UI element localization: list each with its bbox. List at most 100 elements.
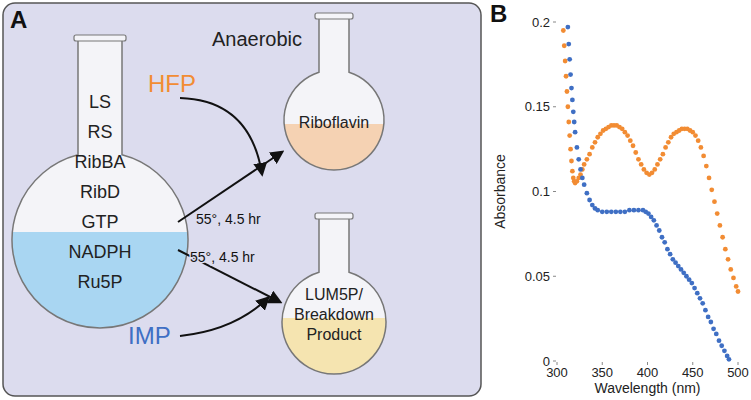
data-point (728, 267, 733, 272)
condition-label: Anaerobic (212, 28, 302, 50)
data-point (715, 211, 720, 216)
data-point (590, 145, 595, 150)
data-point (701, 154, 706, 159)
data-point (584, 157, 589, 162)
x-axis-title: Wavelength (nm) (594, 380, 700, 396)
data-point (567, 57, 572, 62)
flask-liquid (12, 232, 188, 400)
data-point (593, 140, 598, 145)
data-point (693, 133, 698, 138)
data-point (595, 208, 600, 213)
input-arrow (180, 298, 268, 336)
data-point (575, 145, 580, 150)
data-point (639, 162, 644, 167)
data-point (692, 286, 697, 291)
data-point (562, 43, 567, 48)
reagent-label: RibD (80, 182, 120, 202)
data-point (636, 157, 641, 162)
data-point (618, 209, 623, 214)
reagent-label: RibBA (74, 152, 125, 172)
data-point (600, 209, 605, 214)
x-tick-label: 400 (637, 365, 659, 380)
data-point (655, 162, 660, 167)
data-point (622, 209, 627, 214)
data-point (660, 235, 665, 240)
product-flask-bottom (282, 213, 386, 400)
data-point (563, 59, 568, 64)
data-point (662, 240, 667, 245)
data-point (571, 109, 576, 114)
data-point (604, 209, 609, 214)
flask-neck (319, 18, 349, 74)
data-point (665, 247, 670, 252)
reagent-label: RS (87, 122, 112, 142)
plot-area (561, 25, 740, 362)
data-point (570, 169, 575, 174)
data-point (625, 133, 630, 138)
data-point (587, 198, 592, 203)
data-point (717, 338, 722, 343)
data-point (719, 343, 724, 348)
y-tick (553, 22, 556, 23)
panel-label: A (10, 6, 27, 33)
y-tick (553, 106, 556, 107)
data-point (723, 247, 728, 252)
x-tick-label: 450 (682, 365, 704, 380)
series (561, 28, 740, 294)
y-tick-label: 0 (543, 354, 550, 369)
data-point (736, 289, 741, 294)
data-point (572, 120, 577, 125)
axes: 30035040045050000.050.10.150.2 (525, 15, 749, 381)
data-point (698, 145, 703, 150)
panel-label: B (490, 0, 507, 27)
data-point (652, 167, 657, 172)
data-point (712, 199, 717, 204)
data-point (714, 331, 719, 336)
data-point (633, 150, 638, 155)
panel-a-background (3, 3, 481, 396)
product-label: Product (306, 326, 362, 343)
x-tick-label: 350 (591, 365, 613, 380)
x-tick-label: 500 (727, 365, 749, 380)
input-arrow (180, 98, 262, 174)
data-point (711, 326, 716, 331)
data-point (654, 223, 659, 228)
data-point (663, 145, 668, 150)
reaction-condition: 55°, 4.5 hr (196, 211, 261, 227)
y-tick-label: 0.15 (525, 99, 550, 114)
data-point (569, 159, 574, 164)
data-point (576, 157, 581, 162)
data-point (706, 315, 711, 320)
data-point (561, 28, 566, 33)
data-point (566, 120, 571, 125)
figure: AAnaerobicLSRSRibBARibDGTPNADPHRu5PRibof… (0, 0, 751, 400)
reaction-condition: 55°, 4.5 hr (190, 249, 255, 265)
input-label: IMP (128, 322, 171, 349)
data-point (695, 291, 700, 296)
data-point (565, 25, 570, 30)
reagent-label: GTP (81, 212, 118, 232)
data-point (580, 176, 585, 181)
data-point (568, 72, 573, 77)
data-point (566, 42, 571, 47)
product-label: Riboflavin (299, 114, 369, 131)
y-tick-label: 0.2 (532, 15, 550, 30)
data-point (731, 276, 736, 281)
data-point (727, 357, 732, 362)
flask-liquid (284, 124, 384, 224)
data-point (658, 157, 663, 162)
data-point (734, 284, 739, 289)
data-point (587, 152, 592, 157)
product-flask-top (284, 13, 384, 224)
reagent-label: LS (89, 92, 111, 112)
data-point (696, 138, 701, 143)
data-point (700, 301, 705, 306)
data-point (707, 176, 712, 181)
data-point (660, 152, 665, 157)
y-tick (553, 276, 556, 277)
y-tick-label: 0.05 (525, 269, 550, 284)
product-label: Breakdown (294, 306, 374, 323)
data-point (668, 252, 673, 257)
y-tick (553, 361, 556, 362)
data-point (704, 164, 709, 169)
